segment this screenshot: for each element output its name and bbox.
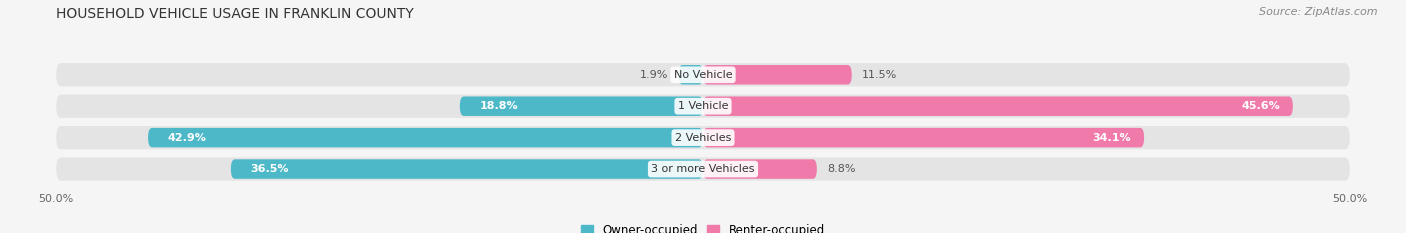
Text: 36.5%: 36.5% bbox=[250, 164, 288, 174]
Text: 11.5%: 11.5% bbox=[862, 70, 897, 80]
FancyBboxPatch shape bbox=[703, 159, 817, 179]
Text: 2 Vehicles: 2 Vehicles bbox=[675, 133, 731, 143]
Text: 1 Vehicle: 1 Vehicle bbox=[678, 101, 728, 111]
FancyBboxPatch shape bbox=[56, 158, 1350, 181]
Text: 18.8%: 18.8% bbox=[479, 101, 517, 111]
Text: No Vehicle: No Vehicle bbox=[673, 70, 733, 80]
Text: 3 or more Vehicles: 3 or more Vehicles bbox=[651, 164, 755, 174]
Text: 8.8%: 8.8% bbox=[827, 164, 856, 174]
Text: 45.6%: 45.6% bbox=[1241, 101, 1279, 111]
Text: 34.1%: 34.1% bbox=[1092, 133, 1132, 143]
FancyBboxPatch shape bbox=[679, 65, 703, 85]
FancyBboxPatch shape bbox=[703, 96, 1294, 116]
FancyBboxPatch shape bbox=[56, 126, 1350, 149]
Text: 42.9%: 42.9% bbox=[167, 133, 207, 143]
FancyBboxPatch shape bbox=[231, 159, 703, 179]
Text: Source: ZipAtlas.com: Source: ZipAtlas.com bbox=[1260, 7, 1378, 17]
FancyBboxPatch shape bbox=[703, 65, 852, 85]
FancyBboxPatch shape bbox=[56, 95, 1350, 118]
FancyBboxPatch shape bbox=[148, 128, 703, 147]
FancyBboxPatch shape bbox=[703, 128, 1144, 147]
Text: 1.9%: 1.9% bbox=[640, 70, 668, 80]
FancyBboxPatch shape bbox=[56, 63, 1350, 86]
Text: HOUSEHOLD VEHICLE USAGE IN FRANKLIN COUNTY: HOUSEHOLD VEHICLE USAGE IN FRANKLIN COUN… bbox=[56, 7, 413, 21]
FancyBboxPatch shape bbox=[460, 96, 703, 116]
Legend: Owner-occupied, Renter-occupied: Owner-occupied, Renter-occupied bbox=[576, 219, 830, 233]
